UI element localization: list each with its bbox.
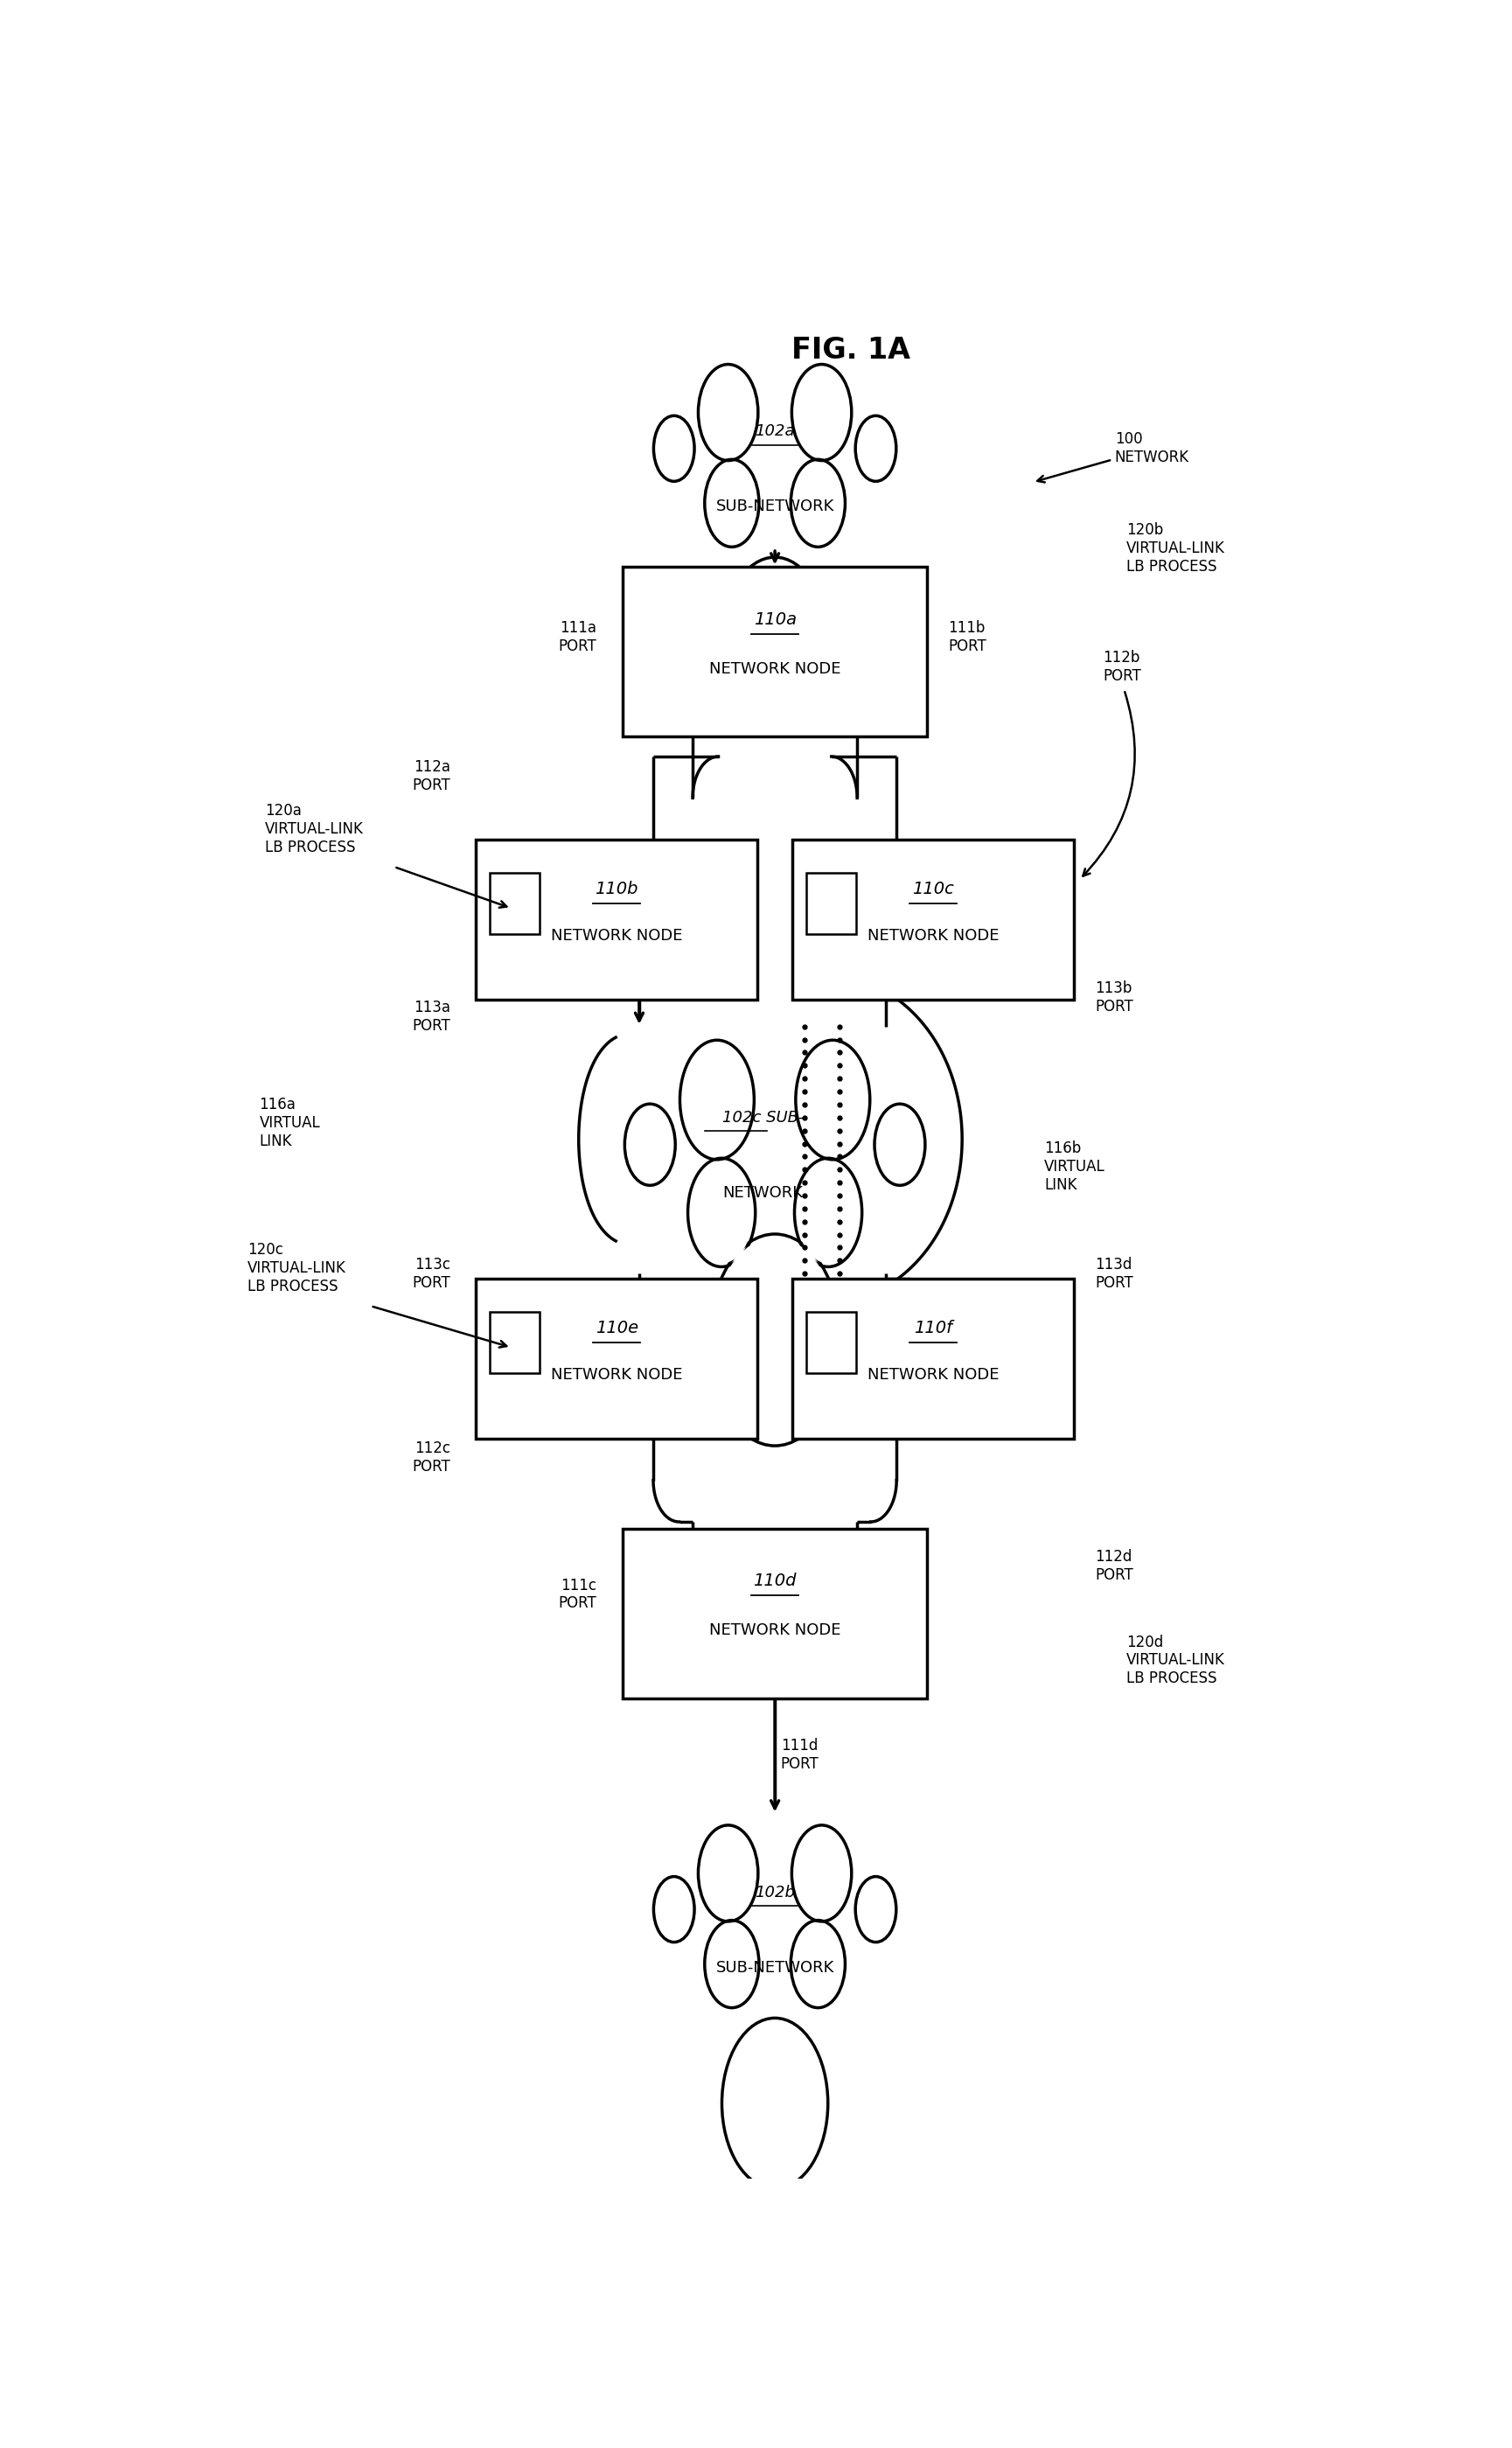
Circle shape	[856, 1878, 897, 1941]
Text: 110b: 110b	[596, 881, 638, 898]
Circle shape	[721, 2017, 829, 2189]
Bar	[476, 840, 758, 999]
Text: 111a
PORT: 111a PORT	[558, 619, 597, 654]
Bar	[490, 1312, 540, 1373]
Circle shape	[711, 1236, 839, 1442]
Circle shape	[699, 1826, 758, 1922]
Circle shape	[794, 1158, 862, 1266]
Text: 110e: 110e	[596, 1319, 638, 1337]
Circle shape	[874, 1104, 925, 1185]
Bar	[490, 874, 540, 935]
Text: 100
NETWORK: 100 NETWORK	[1037, 431, 1188, 482]
Bar	[792, 840, 1074, 999]
Circle shape	[794, 1829, 850, 1917]
Circle shape	[724, 2022, 826, 2186]
Circle shape	[689, 1163, 753, 1263]
Text: 110d: 110d	[753, 1572, 797, 1589]
Text: SUB-NETWORK: SUB-NETWORK	[715, 1961, 835, 1976]
Circle shape	[700, 1829, 756, 1917]
Circle shape	[706, 1924, 758, 2005]
Text: NETWORK NODE: NETWORK NODE	[868, 928, 999, 942]
Circle shape	[857, 1880, 894, 1939]
Bar	[806, 1312, 856, 1373]
Circle shape	[792, 1924, 844, 2005]
Circle shape	[700, 367, 756, 458]
Circle shape	[877, 1106, 922, 1182]
Text: NETWORK NODE: NETWORK NODE	[868, 1366, 999, 1383]
Text: 120a
VIRTUAL-LINK
LB PROCESS: 120a VIRTUAL-LINK LB PROCESS	[265, 803, 364, 854]
Text: NETWORK NODE: NETWORK NODE	[550, 1366, 682, 1383]
Circle shape	[688, 1158, 756, 1266]
Text: 110f: 110f	[913, 1319, 953, 1337]
Text: 120c
VIRTUAL-LINK
LB PROCESS: 120c VIRTUAL-LINK LB PROCESS	[248, 1241, 346, 1295]
Text: 110a: 110a	[753, 612, 797, 629]
Circle shape	[798, 1043, 868, 1155]
Circle shape	[653, 1878, 694, 1941]
Text: 102a: 102a	[754, 424, 795, 438]
Circle shape	[791, 1919, 845, 2007]
Text: NETWORK NODE: NETWORK NODE	[709, 1623, 841, 1638]
Text: 112d
PORT: 112d PORT	[1095, 1550, 1132, 1584]
Text: 120d
VIRTUAL-LINK
LB PROCESS: 120d VIRTUAL-LINK LB PROCESS	[1126, 1635, 1225, 1687]
Circle shape	[857, 419, 894, 477]
Circle shape	[705, 460, 759, 546]
Bar	[806, 874, 856, 935]
Circle shape	[706, 463, 758, 543]
Circle shape	[791, 460, 845, 546]
Circle shape	[709, 1234, 841, 1447]
Text: NETWORK NODE: NETWORK NODE	[709, 661, 841, 676]
Text: 116a
VIRTUAL
LINK: 116a VIRTUAL LINK	[260, 1097, 321, 1148]
Circle shape	[680, 1040, 754, 1160]
Circle shape	[624, 1104, 676, 1185]
Text: SUB-NETWORK: SUB-NETWORK	[715, 499, 835, 514]
Bar	[623, 568, 927, 737]
Text: NETWORK: NETWORK	[723, 1185, 803, 1202]
Circle shape	[792, 1826, 851, 1922]
Text: NETWORK NODE: NETWORK NODE	[550, 928, 682, 942]
Text: 120b
VIRTUAL-LINK
LB PROCESS: 120b VIRTUAL-LINK LB PROCESS	[1126, 521, 1225, 575]
Text: 116b
VIRTUAL
LINK: 116b VIRTUAL LINK	[1045, 1141, 1105, 1192]
Circle shape	[856, 416, 897, 482]
Text: 113a
PORT: 113a PORT	[413, 999, 451, 1033]
Circle shape	[682, 1043, 751, 1155]
Circle shape	[795, 1040, 869, 1160]
Text: 111c
PORT: 111c PORT	[558, 1577, 597, 1611]
Circle shape	[656, 419, 692, 477]
Text: 102c SUB-: 102c SUB-	[723, 1109, 804, 1126]
Bar	[623, 1528, 927, 1699]
Text: 113c
PORT: 113c PORT	[413, 1256, 451, 1290]
Circle shape	[792, 463, 844, 543]
Text: 102b: 102b	[754, 1885, 795, 1900]
Text: 113b
PORT: 113b PORT	[1095, 982, 1132, 1016]
Bar	[476, 1278, 758, 1439]
Text: 112c
PORT: 112c PORT	[413, 1442, 451, 1474]
Circle shape	[699, 365, 758, 460]
Circle shape	[705, 1919, 759, 2007]
Circle shape	[656, 1880, 692, 1939]
Circle shape	[792, 365, 851, 460]
Circle shape	[724, 561, 826, 725]
Text: FIG. 1A: FIG. 1A	[792, 335, 910, 365]
Text: 111b
PORT: 111b PORT	[948, 619, 987, 654]
Text: 112b
PORT: 112b PORT	[1104, 651, 1142, 683]
Circle shape	[797, 1163, 860, 1263]
Circle shape	[627, 1106, 673, 1182]
Text: 110c: 110c	[912, 881, 954, 898]
Text: 112a
PORT: 112a PORT	[413, 759, 451, 793]
Circle shape	[721, 558, 829, 727]
Bar	[792, 1278, 1074, 1439]
Text: 113d
PORT: 113d PORT	[1095, 1256, 1132, 1290]
Text: 111d
PORT: 111d PORT	[780, 1738, 820, 1772]
Circle shape	[653, 416, 694, 482]
Circle shape	[794, 367, 850, 458]
